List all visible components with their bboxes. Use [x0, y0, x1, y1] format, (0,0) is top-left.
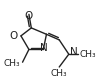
Text: N: N	[40, 43, 48, 53]
Text: CH₃: CH₃	[4, 59, 20, 68]
Text: O: O	[10, 31, 18, 41]
Text: N: N	[70, 47, 77, 57]
Text: O: O	[25, 11, 33, 21]
Text: CH₃: CH₃	[51, 69, 68, 78]
Text: CH₃: CH₃	[79, 50, 96, 59]
